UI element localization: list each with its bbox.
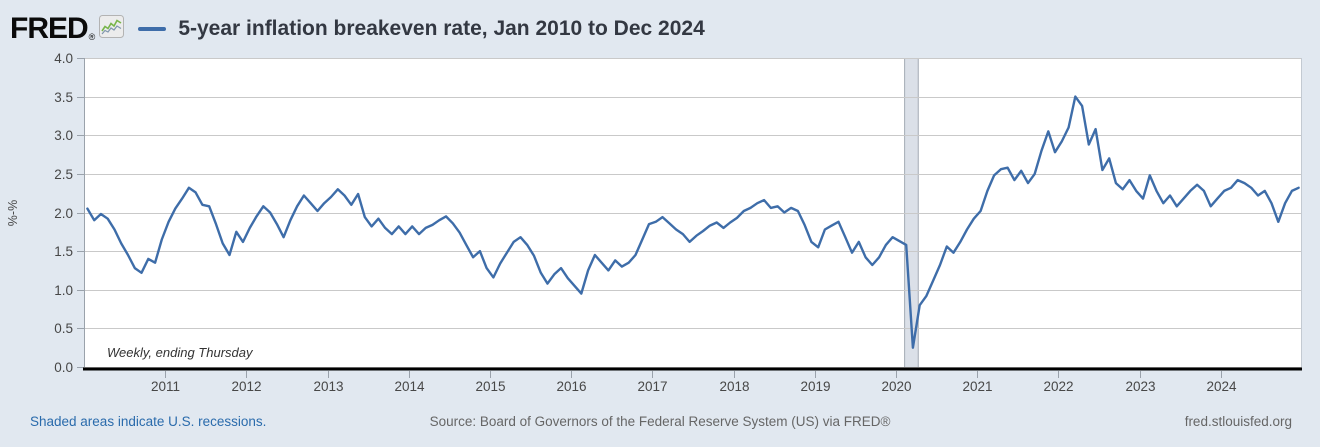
x-tick-label: 2017 [637, 379, 667, 394]
fred-logo-text: FRED [10, 12, 89, 45]
x-tick-label: 2024 [1206, 379, 1237, 394]
x-tick-label: 2020 [881, 379, 911, 394]
x-tick-label: 2016 [556, 379, 586, 394]
x-tick-label: 2014 [394, 379, 425, 394]
chart-title: 5-year inflation breakeven rate, Jan 201… [178, 17, 705, 40]
x-tick-label: 2019 [800, 379, 830, 394]
fred-site-link[interactable]: fred.stlouisfed.org [1184, 414, 1292, 429]
x-tick-label: 2022 [1043, 379, 1073, 394]
y-tick-label: 1.5 [54, 244, 73, 259]
x-tick-label: 2012 [231, 379, 261, 394]
recession-note-link[interactable]: Shaded areas indicate U.S. recessions. [30, 414, 267, 429]
y-tick-label: 3.5 [54, 90, 73, 105]
chart-header: FRED ® 5-year inflation breakeven rate, … [10, 11, 705, 47]
series-legend-line [138, 27, 167, 31]
frequency-annotation: Weekly, ending Thursday [107, 345, 253, 360]
y-tick-label: 4.0 [54, 51, 73, 66]
x-tick-label: 2023 [1125, 379, 1155, 394]
chart-footer: Shaded areas indicate U.S. recessions. S… [0, 414, 1320, 434]
x-tick-label: 2015 [475, 379, 505, 394]
x-tick-label: 2013 [313, 379, 343, 394]
y-tick-label: 0.5 [54, 321, 73, 336]
data-series-line [86, 95, 1300, 349]
y-tick-label: 2.0 [54, 206, 73, 221]
x-tick-label: 2011 [151, 379, 180, 394]
fred-logo[interactable]: FRED ® [10, 12, 125, 45]
y-tick-label: 1.0 [54, 283, 73, 298]
x-tick-label: 2018 [719, 379, 749, 394]
x-tick-label: 2021 [962, 379, 992, 394]
registered-trademark: ® [88, 32, 96, 42]
y-tick-label: 3.0 [54, 128, 73, 143]
plot-area [84, 58, 1302, 367]
chart-canvas: 0.0 0.5 1.0 1.5 2.0 2.5 3.0 3.5 4.0 2011 2012 2013 2… [6, 51, 1302, 394]
source-text: Source: Board of Governors of the Federa… [429, 414, 891, 429]
y-tick-label: 0.0 [54, 360, 73, 375]
sparkline-icon [99, 15, 125, 43]
y-tick-label: 2.5 [54, 167, 73, 182]
y-axis-title: %-% [6, 200, 20, 226]
